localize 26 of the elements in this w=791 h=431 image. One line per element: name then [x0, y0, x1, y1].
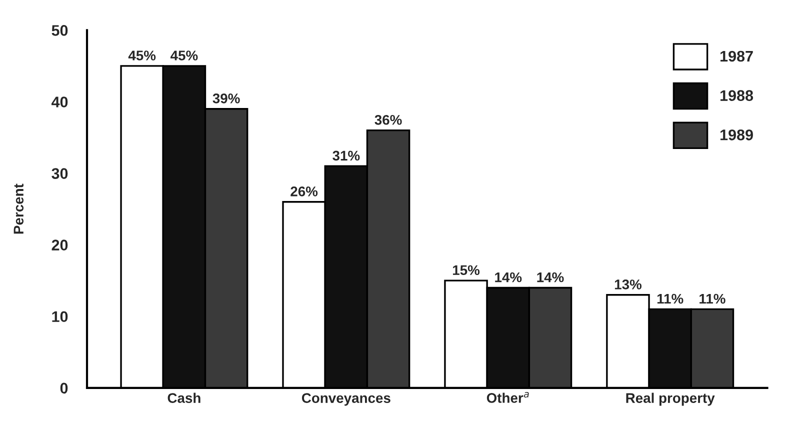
y-tick-label: 0 — [60, 382, 68, 394]
data-label: 14% — [495, 272, 522, 282]
y-tick-label: 30 — [52, 168, 68, 179]
x-tick-label: Real property — [626, 392, 715, 406]
data-label: 13% — [614, 280, 642, 290]
x-tick-label: Conveyances — [302, 393, 390, 406]
data-label: 39% — [212, 94, 240, 104]
data-label: 45% — [170, 50, 198, 60]
data-label: 11% — [657, 294, 684, 304]
y-axis-title: Percent — [14, 184, 24, 234]
x-tick-label: Cash — [168, 392, 200, 403]
data-label: 14% — [537, 272, 564, 282]
data-label: 45% — [128, 50, 156, 60]
data-label: 36% — [374, 114, 402, 125]
legend-label: 1988 — [720, 90, 754, 101]
y-tick-label: 50 — [52, 25, 68, 36]
data-label: 11% — [700, 294, 726, 304]
y-tick-label: 10 — [52, 311, 68, 322]
data-label: 31% — [332, 150, 360, 161]
y-tick-label: 20 — [52, 240, 68, 250]
y-tick-label: 40 — [52, 96, 68, 108]
data-label: 15% — [452, 265, 480, 276]
x-tick-label: Other$^{a}$ — [486, 392, 529, 403]
data-label: 26% — [290, 186, 318, 196]
legend-label: 1987 — [720, 50, 753, 62]
legend-label: 1989 — [720, 130, 753, 140]
